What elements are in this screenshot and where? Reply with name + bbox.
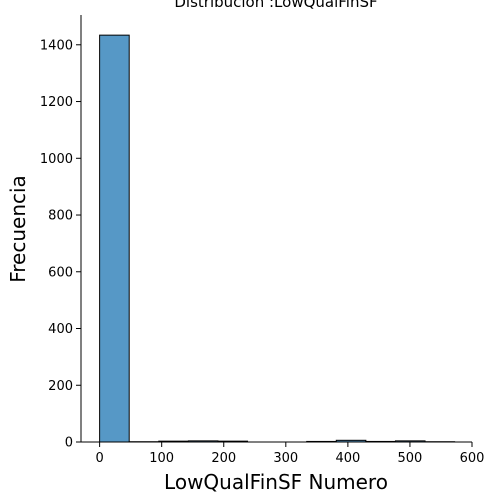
- histogram-bar: [99, 34, 130, 443]
- bars-group: [99, 34, 456, 443]
- y-ticks-group: 0 200 400 600 800 1000 1200 1400: [40, 38, 81, 451]
- x-tick-label: 0: [95, 451, 103, 466]
- x-tick-label: 200: [211, 451, 236, 466]
- y-tick-label: 200: [48, 379, 73, 394]
- y-tick-label: 0: [65, 436, 73, 451]
- x-axis-label: LowQualFinSF Numero: [164, 470, 388, 494]
- y-tick-label: 1200: [40, 95, 73, 110]
- x-ticks-group: 0 100 200 300 400 500 600: [95, 442, 484, 466]
- x-tick-label: 300: [273, 451, 298, 466]
- x-tick-label: 400: [335, 451, 360, 466]
- y-axis-label: Frecuencia: [6, 175, 30, 283]
- x-tick-label: 500: [398, 451, 423, 466]
- y-tick-label: 600: [48, 265, 73, 280]
- x-tick-label: 100: [149, 451, 174, 466]
- y-tick-label: 800: [48, 209, 73, 224]
- y-tick-label: 400: [48, 322, 73, 337]
- x-tick-label: 600: [460, 451, 485, 466]
- y-tick-label: 1400: [40, 38, 73, 53]
- y-tick-label: 1000: [40, 152, 73, 167]
- chart-title: Distribucion :LowQualFinSF: [174, 0, 377, 11]
